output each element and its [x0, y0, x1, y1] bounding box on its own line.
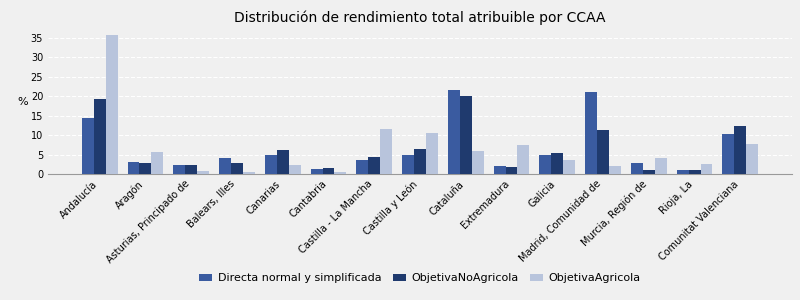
- Bar: [139, 163, 151, 174]
- Bar: [426, 133, 438, 174]
- Bar: [356, 160, 368, 174]
- Bar: [289, 165, 301, 174]
- Title: Distribución de rendimiento total atribuible por CCAA: Distribución de rendimiento total atribu…: [234, 10, 606, 25]
- Bar: [380, 129, 392, 174]
- Bar: [174, 165, 186, 174]
- Bar: [265, 154, 277, 174]
- Y-axis label: %: %: [17, 97, 28, 107]
- Bar: [414, 149, 426, 174]
- Bar: [472, 151, 484, 174]
- Bar: [197, 171, 209, 174]
- Bar: [231, 163, 243, 174]
- Bar: [127, 161, 139, 174]
- Bar: [402, 154, 414, 174]
- Bar: [460, 96, 472, 174]
- Bar: [689, 170, 701, 174]
- Bar: [277, 150, 289, 174]
- Bar: [551, 153, 563, 174]
- Bar: [746, 144, 758, 174]
- Bar: [701, 164, 713, 174]
- Bar: [586, 92, 597, 174]
- Bar: [518, 145, 530, 174]
- Bar: [94, 99, 106, 174]
- Bar: [243, 172, 254, 174]
- Bar: [219, 158, 231, 174]
- Bar: [310, 169, 322, 174]
- Bar: [643, 170, 654, 174]
- Bar: [597, 130, 609, 174]
- Bar: [106, 35, 118, 174]
- Bar: [631, 163, 643, 174]
- Bar: [734, 126, 746, 174]
- Bar: [609, 166, 621, 174]
- Bar: [151, 152, 163, 174]
- Bar: [722, 134, 734, 174]
- Bar: [334, 172, 346, 174]
- Bar: [677, 170, 689, 174]
- Bar: [506, 167, 518, 174]
- Legend: Directa normal y simplificada, ObjetivaNoAgricola, ObjetivaAgricola: Directa normal y simplificada, ObjetivaN…: [194, 269, 646, 288]
- Bar: [494, 166, 506, 174]
- Bar: [368, 157, 380, 174]
- Bar: [539, 154, 551, 174]
- Bar: [322, 168, 334, 174]
- Bar: [563, 160, 575, 174]
- Bar: [654, 158, 666, 174]
- Bar: [82, 118, 94, 174]
- Bar: [186, 165, 197, 174]
- Bar: [448, 90, 460, 174]
